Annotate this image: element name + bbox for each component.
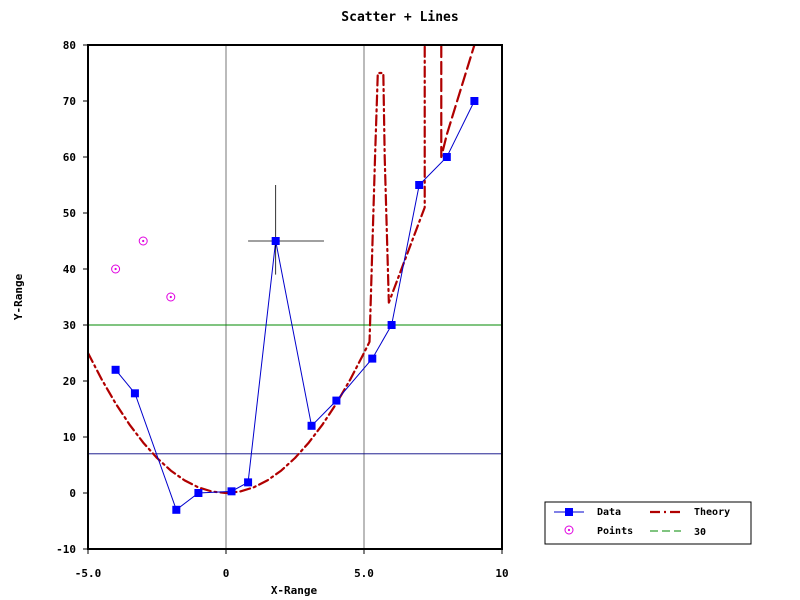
data-point-12 bbox=[415, 181, 424, 189]
data-point-8 bbox=[307, 421, 316, 430]
y-tick-label-5: 40 bbox=[63, 263, 76, 276]
points-series-marker-2 bbox=[138, 236, 148, 246]
y-tick-label-7: 60 bbox=[63, 151, 76, 164]
plot-clipped-group bbox=[88, 45, 502, 549]
data-point-5 bbox=[227, 487, 236, 496]
points-series-marker-1 bbox=[111, 264, 121, 274]
theory-series-continuation bbox=[440, 45, 476, 159]
data-point-13 bbox=[442, 153, 451, 161]
plot-frame bbox=[87, 44, 503, 550]
legend-data-label: Data bbox=[597, 507, 621, 518]
y-axis-title: Y-Range bbox=[12, 273, 25, 320]
points-series-marker-3 bbox=[166, 292, 176, 302]
y-tick-label-0: -10 bbox=[56, 543, 76, 556]
legend-points-marker-center bbox=[567, 528, 571, 532]
label-layer: Scatter + Lines X-Range Y-Range bbox=[12, 10, 459, 597]
data-point-2 bbox=[130, 389, 139, 398]
legend-thirty-label: 30 bbox=[694, 527, 706, 538]
legend-points-label: Points bbox=[597, 525, 633, 537]
data-point-10 bbox=[368, 354, 377, 363]
y-tick-label-1: 0 bbox=[69, 487, 76, 500]
data-point-6 bbox=[244, 478, 253, 487]
y-tick-label-2: 10 bbox=[63, 431, 76, 444]
data-point-11 bbox=[387, 321, 396, 329]
chart-title: Scatter + Lines bbox=[341, 10, 458, 25]
x-tick-label-3: 10 bbox=[495, 567, 508, 580]
x-axis-title: X-Range bbox=[271, 584, 318, 597]
y-tick-label-3: 20 bbox=[63, 375, 76, 388]
x-tick-label-2: 5.0 bbox=[354, 567, 374, 580]
y-tick-label-8: 70 bbox=[63, 95, 76, 108]
legend-theory-label: Theory bbox=[694, 507, 730, 518]
legend-box bbox=[544, 501, 752, 545]
data-point-7 bbox=[271, 237, 280, 245]
data-series-line bbox=[115, 100, 475, 511]
y-tick-label-9: 80 bbox=[63, 39, 76, 52]
data-point-3 bbox=[172, 505, 181, 514]
data-point-1 bbox=[111, 365, 120, 374]
legend: Data Theory Points 30 bbox=[544, 501, 752, 545]
data-point-9 bbox=[332, 396, 341, 405]
y-tick-label-4: 30 bbox=[63, 319, 76, 332]
x-tick-label-0: -5.0 bbox=[75, 567, 102, 580]
plot-layer bbox=[88, 45, 502, 549]
points-series-marker-center-2 bbox=[142, 239, 145, 243]
axis-layer: -5.0 0 5.0 10 -10 0 10 20 30 40 50 60 70 80 bbox=[56, 39, 509, 580]
points-series-marker-center-1 bbox=[114, 267, 117, 271]
data-point-4 bbox=[194, 489, 203, 497]
y-tick-label-6: 50 bbox=[63, 207, 76, 220]
legend-points-marker bbox=[564, 525, 574, 535]
x-tick-label-1: 0 bbox=[223, 567, 230, 580]
theory-series-line bbox=[88, 45, 426, 495]
points-series-marker-center-3 bbox=[169, 295, 172, 299]
data-point-14 bbox=[470, 97, 479, 105]
legend-data-marker bbox=[565, 508, 573, 516]
